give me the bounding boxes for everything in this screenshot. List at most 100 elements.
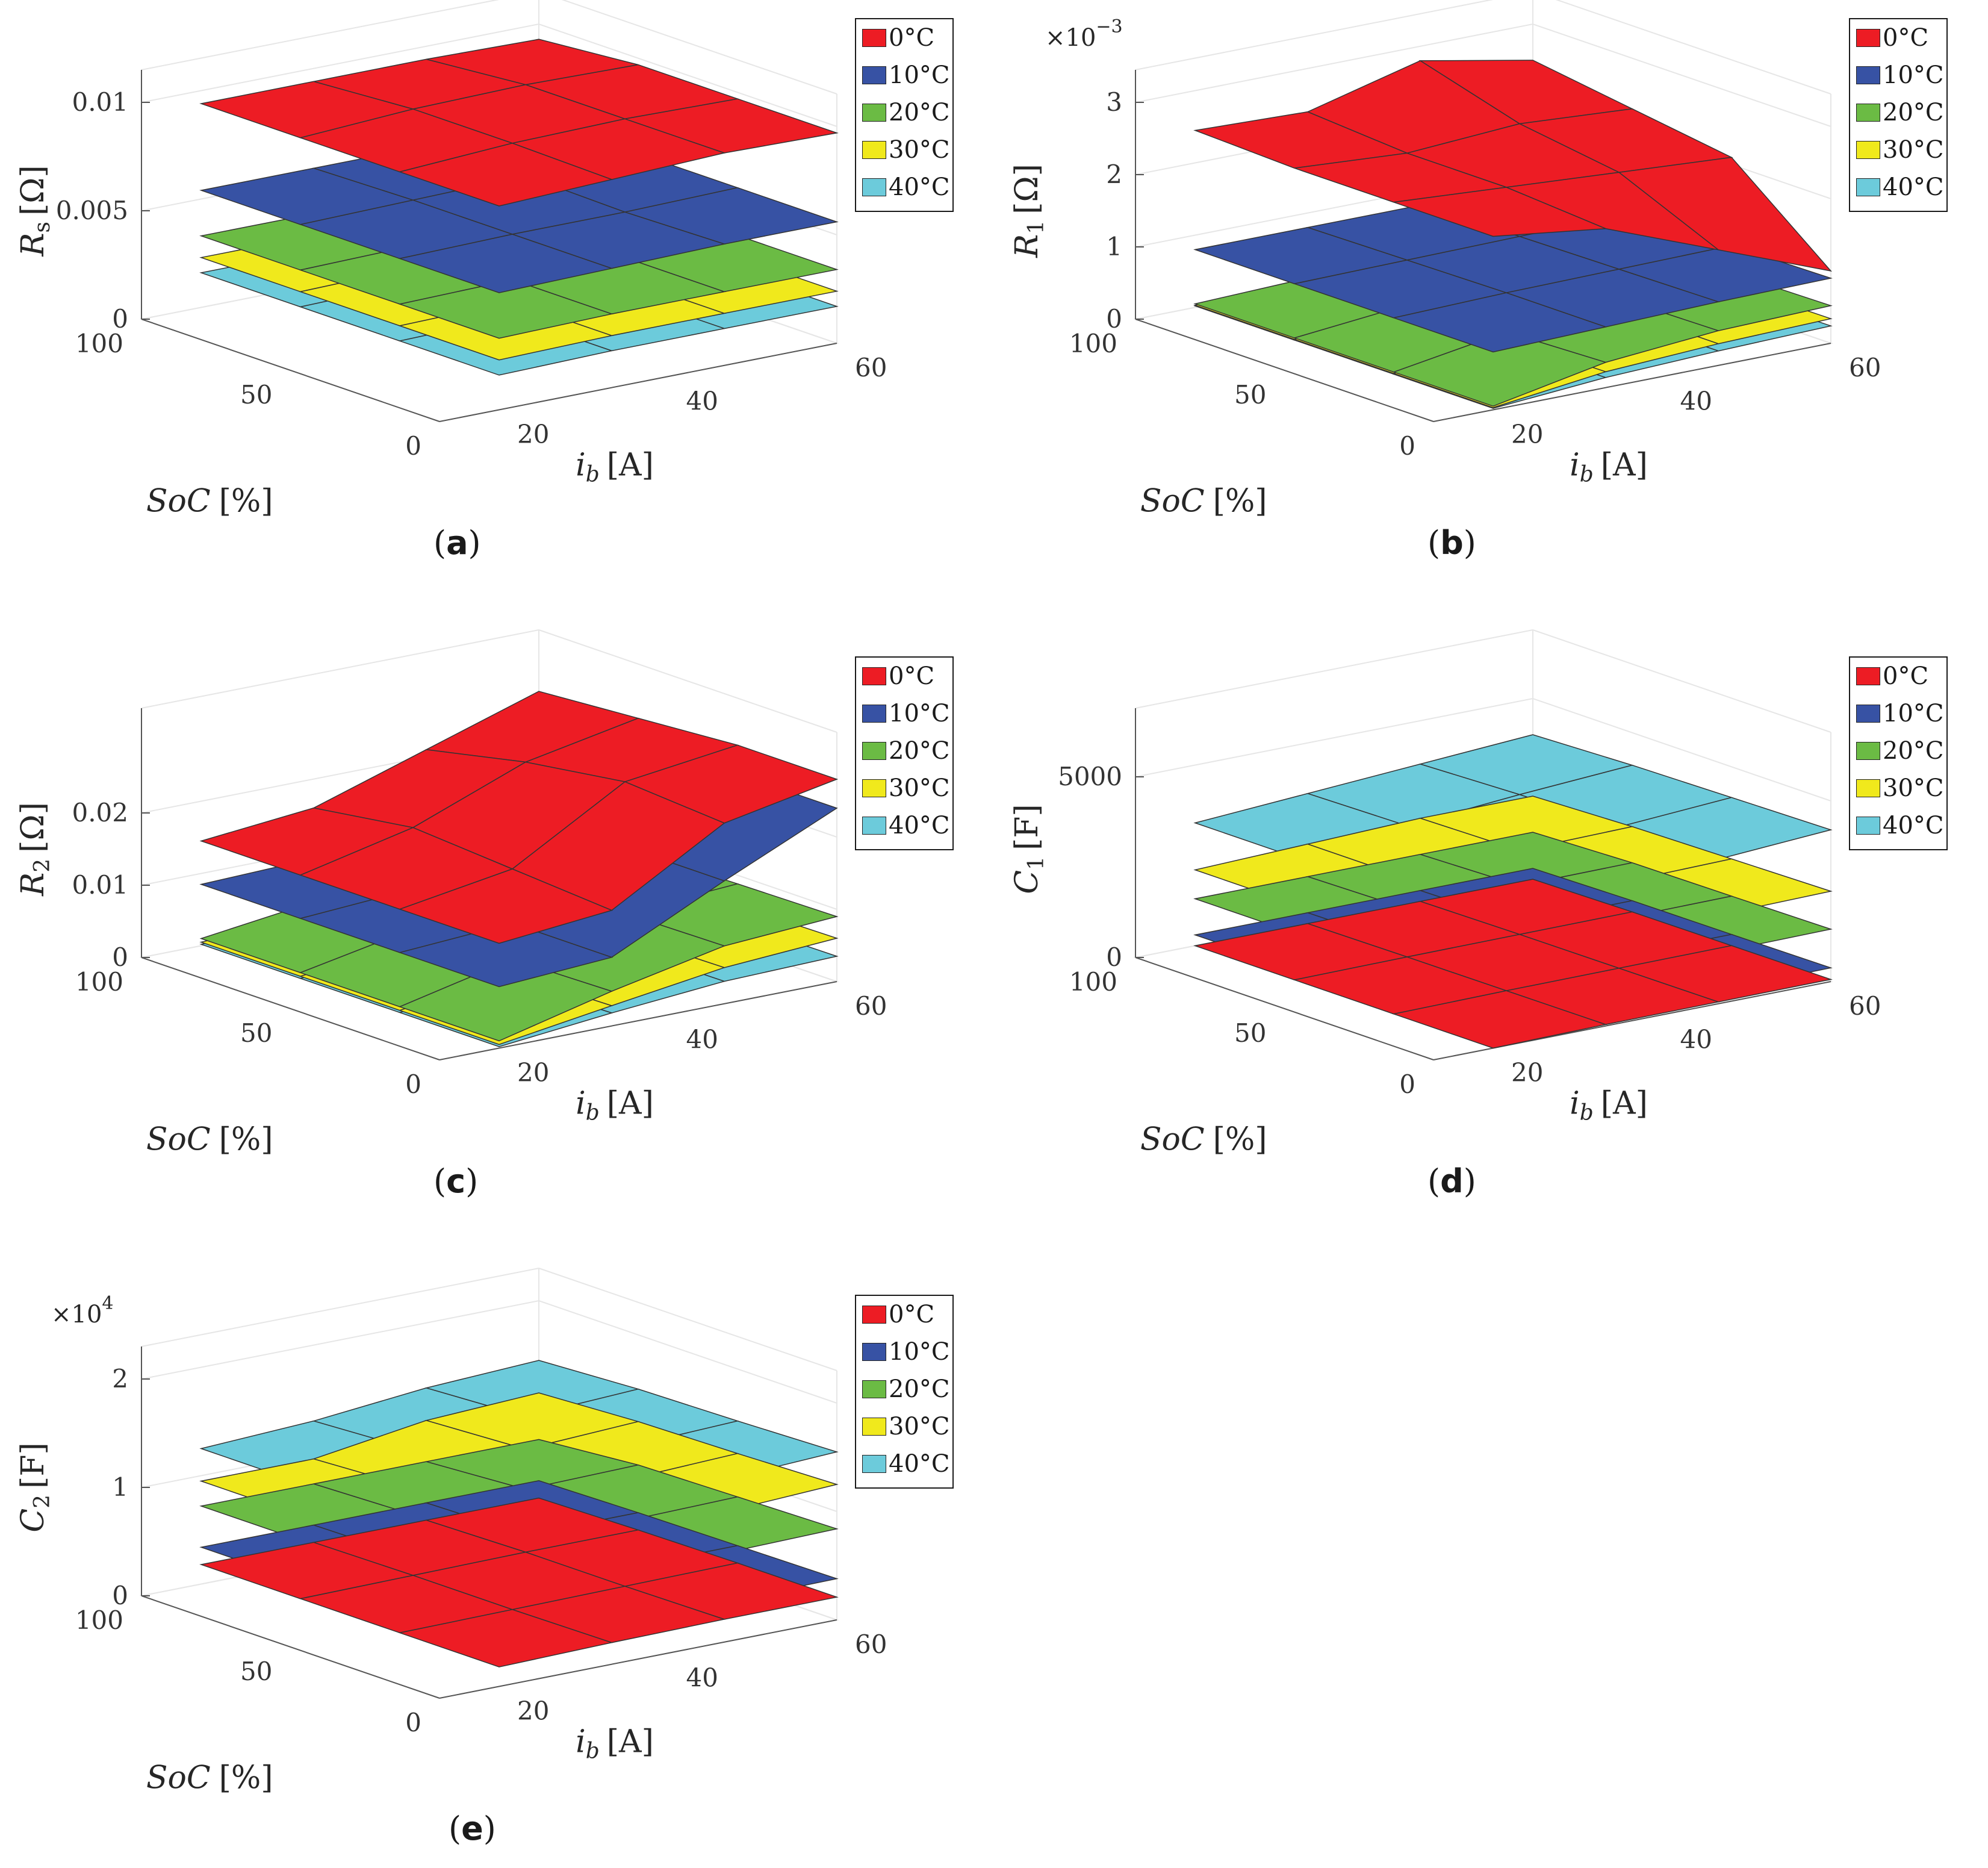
grid-line [1555,0,1831,95]
grid-line [141,629,539,709]
surfaces [199,39,839,376]
grid-line [538,629,837,733]
legend-label: 20°C [1883,737,1944,765]
surfaces [199,691,839,1047]
ib-tick-labels: 20 40 60 [517,353,887,449]
soc-tick-label: 100 [75,967,123,997]
axes [141,70,837,422]
grid-line [141,1300,837,1404]
axes [141,708,837,1060]
legend-swatch [1856,667,1880,685]
soc-tick-label: 100 [1069,329,1117,358]
surfaces [1193,60,1833,409]
soc-tick-label: 50 [240,380,272,409]
caption-letter: b [1440,524,1464,562]
legend-label: 20°C [1883,99,1944,126]
surface-cell [398,234,613,293]
chart-panel-d: 0 5000 100 50 0 20 40 60 C1[F] SoC [%] ib [A] 0°C 10°C… [994,629,1988,1271]
legend-label: 10°C [889,61,950,89]
legend-swatch [862,1455,886,1473]
z-tick-label: 3 [1106,87,1122,117]
surface-plot-svg: 0 0.01 0.02 100 50 0 20 40 60 R2[Ω] SoC [%] ib [A] [15,629,887,1158]
ib-tick-label: 20 [517,1696,549,1726]
ib-tick-labels: 20 40 60 [517,991,887,1088]
z-axis-label: Rs[Ω] [15,165,55,257]
axes [141,1347,837,1699]
ib-tick-labels: 20 40 60 [1511,991,1881,1088]
z-multiplier: ×104 [51,1293,114,1328]
soc-axis-line [1135,319,1434,422]
surface-series-0c [199,691,839,944]
ib-tick-label: 20 [517,1058,549,1088]
soc-tick-label: 100 [75,1605,123,1635]
surface-cell [1392,990,1607,1049]
surface-cell [398,143,613,207]
z-tick-label: 2 [112,1364,128,1393]
z-tick-label: 0 [112,304,128,334]
legend-swatch [1856,705,1880,723]
ib-tick-label: 40 [686,1663,718,1692]
z-axis-label: R2[Ω] [15,802,55,897]
soc-axis-line [141,1595,440,1699]
z-tick-label: 2 [1106,160,1122,189]
z-tick-labels: 0 1 2 3 [1106,87,1144,334]
grid-line [141,1268,539,1347]
soc-tick-label: 0 [1399,1069,1415,1099]
legend-label: 40°C [889,812,950,839]
surface-cell [398,279,613,339]
ib-tick-label: 20 [517,420,549,449]
legend-swatch [862,1380,886,1398]
legend-swatch [862,779,886,797]
z-tick-labels: 0 0.005 0.01 [56,87,150,334]
legend: 0°C 10°C 20°C 30°C 40°C [855,656,954,850]
legend-swatch [862,1306,886,1324]
legend-swatch [862,742,886,760]
ib-axis-label: ib [A] [576,447,654,487]
axes [1135,70,1831,422]
chart-panel-b: 0 1 2 3 100 50 0 20 40 60 R1[Ω] SoC [%] ib [A] ×10−3 0°C… [994,0,1988,632]
soc-tick-label: 0 [1399,431,1415,461]
grid-line [1135,697,1831,802]
legend-swatch [1856,66,1880,84]
ib-axis-label: ib [A] [1570,447,1648,487]
legend-swatch [862,178,886,196]
soc-tick-label: 0 [405,1708,421,1737]
z-multiplier: ×10−3 [1045,16,1123,52]
surfaces [1193,734,1833,1049]
soc-axis-label: SoC [%] [146,1760,273,1796]
ib-tick-label: 60 [855,1630,887,1659]
ib-axis-line [439,343,837,422]
z-axis-label: C1[F] [1009,804,1049,894]
ib-axis-line [439,981,837,1060]
surface-series-0c [1193,60,1832,272]
legend-swatch [1856,742,1880,760]
chart-panel-e: 0 1 2 100 50 0 20 40 60 C2[F] SoC [%] ib [A] ×104 0°C 10… [0,1268,994,1867]
panel-caption: (a) [433,524,481,562]
chart-panel-a: 0 0.005 0.01 100 50 0 20 40 60 Rs[Ω] SoC [%] ib [A] 0°… [0,0,994,632]
legend-swatch [862,104,886,122]
surface-cell [1392,331,1607,407]
z-axis-label: C2[F] [15,1442,55,1532]
legend-swatch [862,1343,886,1361]
panel-caption: (c) [433,1162,479,1200]
legend-swatch [1856,817,1880,835]
caption-letter: c [446,1162,466,1200]
chart-panel-c: 0 0.01 0.02 100 50 0 20 40 60 R2[Ω] SoC [%] ib [A] 0°C… [0,629,994,1271]
z-tick-label: 1 [112,1472,128,1502]
legend: 0°C 10°C 20°C 30°C 40°C [1849,18,1948,212]
z-tick-label: 0.01 [72,870,128,900]
surface-cell [1393,187,1606,237]
legend-label: 10°C [889,1338,950,1366]
ib-axis-label: ib [A] [576,1086,654,1125]
soc-tick-label: 0 [405,1069,421,1099]
ib-tick-label: 60 [855,353,887,382]
z-tick-label: 0.005 [56,196,128,225]
surface-plot-svg: 0 5000 100 50 0 20 40 60 C1[F] SoC [%] ib [A] [1009,629,1881,1158]
z-tick-label: 5000 [1058,762,1122,791]
surface-plot-svg: 0 1 2 100 50 0 20 40 60 C2[F] SoC [%] ib [A] ×104 [15,1268,887,1796]
ib-tick-label: 40 [1680,1024,1712,1054]
soc-tick-label: 100 [75,329,123,358]
soc-tick-labels: 100 50 0 [1069,329,1415,461]
ib-tick-labels: 20 40 60 [517,1630,887,1726]
ib-tick-label: 60 [1849,353,1881,382]
